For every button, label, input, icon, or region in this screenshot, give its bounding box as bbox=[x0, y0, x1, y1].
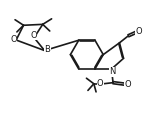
Text: O: O bbox=[124, 80, 131, 89]
Text: O: O bbox=[136, 27, 142, 36]
Text: B: B bbox=[44, 45, 50, 54]
Text: N: N bbox=[109, 67, 116, 77]
Text: O: O bbox=[30, 31, 37, 40]
Text: O: O bbox=[10, 35, 17, 44]
Text: O: O bbox=[97, 79, 104, 88]
